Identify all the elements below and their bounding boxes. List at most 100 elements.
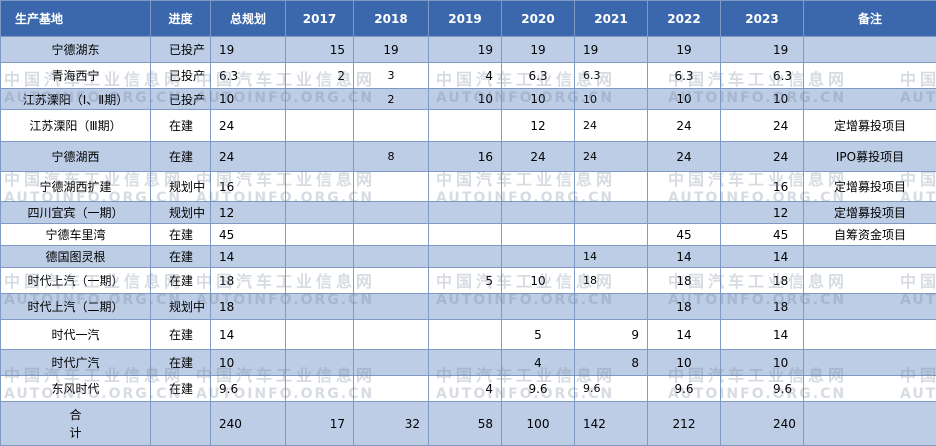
cell-base: 宁德湖西扩建 bbox=[0, 171, 151, 202]
cell-2018 bbox=[353, 245, 429, 268]
cell-base: 江苏溧阳（Ⅰ、Ⅱ期） bbox=[0, 88, 151, 110]
cell-2019 bbox=[428, 245, 502, 268]
cell-2018 bbox=[353, 319, 429, 350]
cell-status: 在建 bbox=[150, 319, 211, 350]
cell-2019: 19 bbox=[428, 36, 502, 63]
header-base: 生产基地 bbox=[0, 0, 151, 37]
cell-2022: 6.3 bbox=[647, 62, 721, 89]
cell-note bbox=[803, 319, 936, 350]
total-note bbox=[803, 401, 936, 446]
table-row: 宁德湖东 已投产 19 15 19 19 19 19 19 19 bbox=[0, 36, 936, 63]
cell-2019: 16 bbox=[428, 141, 502, 172]
cell-note bbox=[803, 267, 936, 294]
cell-note: 定增募投项目 bbox=[803, 171, 936, 202]
cell-note bbox=[803, 375, 936, 402]
cell-total: 12 bbox=[210, 201, 286, 224]
cell-2019 bbox=[428, 319, 502, 350]
cell-base: 德国图灵根 bbox=[0, 245, 151, 268]
table-row: 时代广汽 在建 10 4 8 10 10 bbox=[0, 349, 936, 376]
total-2019: 58 bbox=[428, 401, 502, 446]
table-row: 四川宜宾（一期） 规划中 12 12 定增募投项目 bbox=[0, 201, 936, 224]
cell-2017 bbox=[285, 141, 354, 172]
total-2018: 32 bbox=[353, 401, 429, 446]
total-total: 240 bbox=[210, 401, 286, 446]
table-row: 宁德车里湾 在建 45 45 45 自筹资金项目 bbox=[0, 223, 936, 246]
cell-status: 在建 bbox=[150, 267, 211, 294]
cell-2021: 18 bbox=[574, 267, 648, 294]
cell-2023: 12 bbox=[720, 201, 804, 224]
cell-total: 24 bbox=[210, 141, 286, 172]
cell-total: 18 bbox=[210, 267, 286, 294]
cell-2022: 24 bbox=[647, 141, 721, 172]
cell-note bbox=[803, 88, 936, 110]
total-2020: 100 bbox=[501, 401, 575, 446]
cell-total: 10 bbox=[210, 349, 286, 376]
cell-status: 已投产 bbox=[150, 62, 211, 89]
cell-2023: 9.6 bbox=[720, 375, 804, 402]
cell-note bbox=[803, 349, 936, 376]
cell-2022: 10 bbox=[647, 349, 721, 376]
cell-2020: 12 bbox=[501, 109, 575, 142]
cell-2020 bbox=[501, 171, 575, 202]
cell-base: 青海西宁 bbox=[0, 62, 151, 89]
table-row: 德国图灵根 在建 14 14 14 14 bbox=[0, 245, 936, 268]
cell-2023: 10 bbox=[720, 88, 804, 110]
cell-2018 bbox=[353, 267, 429, 294]
cell-note bbox=[803, 36, 936, 63]
cell-total: 19 bbox=[210, 36, 286, 63]
cell-2017 bbox=[285, 88, 354, 110]
cell-2021 bbox=[574, 171, 648, 202]
cell-2018 bbox=[353, 293, 429, 320]
cell-base: 四川宜宾（一期） bbox=[0, 201, 151, 224]
cell-2019 bbox=[428, 349, 502, 376]
cell-2022 bbox=[647, 201, 721, 224]
cell-2020 bbox=[501, 223, 575, 246]
total-label: 合 计 bbox=[0, 401, 151, 446]
cell-status: 规划中 bbox=[150, 201, 211, 224]
cell-2019: 4 bbox=[428, 375, 502, 402]
total-label-line2: 计 bbox=[69, 425, 82, 440]
cell-2021 bbox=[574, 201, 648, 224]
cell-2017 bbox=[285, 171, 354, 202]
cell-2019: 4 bbox=[428, 62, 502, 89]
cell-2017 bbox=[285, 293, 354, 320]
cell-2020: 10 bbox=[501, 88, 575, 110]
cell-2022: 14 bbox=[647, 245, 721, 268]
cell-2017: 15 bbox=[285, 36, 354, 63]
cell-2020 bbox=[501, 293, 575, 320]
cell-2023: 10 bbox=[720, 349, 804, 376]
cell-2018 bbox=[353, 223, 429, 246]
cell-status: 规划中 bbox=[150, 171, 211, 202]
cell-base: 江苏溧阳（Ⅲ期） bbox=[0, 109, 151, 142]
cell-base: 东风时代 bbox=[0, 375, 151, 402]
cell-2018 bbox=[353, 201, 429, 224]
cell-2020: 10 bbox=[501, 267, 575, 294]
total-2017: 17 bbox=[285, 401, 354, 446]
table-row: 时代上汽（二期） 规划中 18 18 18 bbox=[0, 293, 936, 320]
cell-2019 bbox=[428, 171, 502, 202]
cell-2023: 24 bbox=[720, 109, 804, 142]
cell-2019 bbox=[428, 293, 502, 320]
total-2022: 212 bbox=[647, 401, 721, 446]
cell-2017 bbox=[285, 223, 354, 246]
cell-2020: 24 bbox=[501, 141, 575, 172]
header-total: 总规划 bbox=[210, 0, 286, 37]
table-row: 江苏溧阳（Ⅰ、Ⅱ期） 已投产 10 2 10 10 10 10 10 bbox=[0, 88, 936, 110]
cell-note bbox=[803, 293, 936, 320]
table-row: 东风时代 在建 9.6 4 9.6 9.6 9.6 9.6 bbox=[0, 375, 936, 402]
cell-2022: 45 bbox=[647, 223, 721, 246]
total-label-line1: 合 bbox=[69, 407, 82, 422]
cell-2018 bbox=[353, 171, 429, 202]
cell-status: 在建 bbox=[150, 223, 211, 246]
cell-status: 在建 bbox=[150, 109, 211, 142]
cell-2019: 10 bbox=[428, 88, 502, 110]
cell-2018 bbox=[353, 375, 429, 402]
table-row: 时代一汽 在建 14 5 9 14 14 bbox=[0, 319, 936, 350]
cell-2021 bbox=[574, 293, 648, 320]
total-row: 合 计 240 17 32 58 100 142 212 240 bbox=[0, 401, 936, 446]
header-2022: 2022 bbox=[647, 0, 721, 37]
cell-base: 时代一汽 bbox=[0, 319, 151, 350]
cell-2021: 24 bbox=[574, 109, 648, 142]
